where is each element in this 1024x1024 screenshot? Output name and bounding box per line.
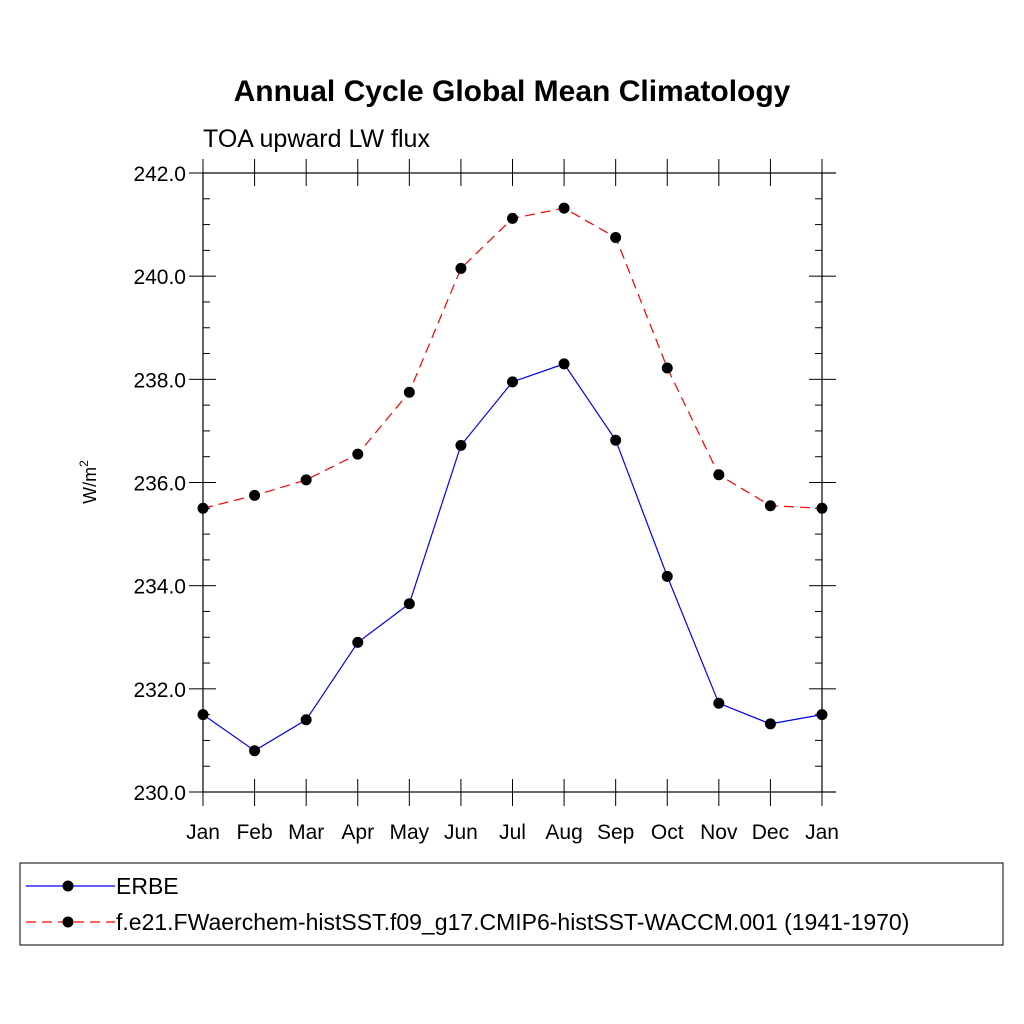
x-tick-label: Oct bbox=[651, 821, 684, 844]
x-tick-label: Jan bbox=[186, 821, 220, 844]
series-1-marker bbox=[816, 709, 828, 721]
series-2-marker bbox=[610, 231, 622, 243]
x-tick-label: Aug bbox=[545, 821, 582, 844]
chart-subtitle: TOA upward LW flux bbox=[203, 125, 430, 153]
series-2-marker bbox=[558, 202, 570, 214]
x-tick-label: Jun bbox=[444, 821, 478, 844]
series-1-marker bbox=[558, 358, 570, 370]
series-1-marker bbox=[764, 718, 776, 730]
series-1-marker bbox=[455, 439, 467, 451]
series-1-marker bbox=[610, 434, 622, 446]
series-1-marker bbox=[249, 745, 261, 757]
series-2-marker bbox=[816, 502, 828, 514]
x-tick-label: Mar bbox=[288, 821, 324, 844]
x-tick-label: Feb bbox=[236, 821, 272, 844]
series-2-marker bbox=[249, 489, 261, 501]
legend-box bbox=[19, 862, 1004, 946]
series-1-marker bbox=[713, 697, 725, 709]
series-line-1 bbox=[202, 363, 823, 752]
x-tick-label: Jul bbox=[499, 821, 526, 844]
series-markers bbox=[197, 202, 828, 757]
series-2-marker bbox=[197, 502, 209, 514]
x-tick-label: Nov bbox=[700, 821, 738, 844]
x-tick-label: Dec bbox=[752, 821, 789, 844]
series-1-marker bbox=[352, 636, 364, 648]
axis-tick-labels: 230.0 232.0 234.0 236.0 238.0 240.0 242.0 Jan Fe… bbox=[133, 163, 838, 844]
legend-marker-1 bbox=[62, 880, 74, 892]
x-tick-label: Jan bbox=[805, 821, 839, 844]
y-tick-label: 236.0 bbox=[133, 473, 186, 496]
series-2-marker bbox=[713, 469, 725, 481]
series-2-marker bbox=[403, 386, 415, 398]
series-1-marker bbox=[197, 709, 209, 721]
series-line-2 bbox=[202, 207, 823, 509]
x-tick-label: Apr bbox=[341, 821, 374, 844]
x-tick-label: May bbox=[389, 821, 429, 844]
y-tick-label: 240.0 bbox=[133, 266, 186, 289]
chart-title: Annual Cycle Global Mean Climatology bbox=[234, 75, 791, 108]
y-tick-label: 238.0 bbox=[133, 369, 186, 392]
y-axis-label: W/m2 bbox=[77, 460, 100, 504]
series-1-marker bbox=[661, 570, 673, 582]
series-2-marker bbox=[764, 500, 776, 512]
y-tick-label: 232.0 bbox=[133, 679, 186, 702]
legend: ERBE f.e21.FWaerchem-histSST.f09_g17.CMIP… bbox=[26, 873, 909, 935]
series-lines bbox=[202, 207, 823, 752]
series-2-marker bbox=[352, 448, 364, 460]
y-tick-label: 230.0 bbox=[133, 782, 186, 805]
series-1-marker bbox=[300, 714, 312, 726]
legend-marker-2 bbox=[62, 916, 74, 928]
series-2-marker bbox=[300, 474, 312, 486]
y-tick-label: 234.0 bbox=[133, 576, 186, 599]
series-1-marker bbox=[507, 376, 518, 388]
series-2-marker bbox=[455, 262, 467, 274]
legend-label-1: ERBE bbox=[116, 873, 179, 899]
legend-label-2: f.e21.FWaerchem-histSST.f09_g17.CMIP6-hi… bbox=[116, 909, 909, 935]
y-tick-label: 242.0 bbox=[133, 163, 186, 186]
series-2-marker bbox=[507, 212, 518, 224]
series-2-marker bbox=[661, 362, 673, 374]
axis-ticks bbox=[189, 159, 836, 806]
x-tick-label: Sep bbox=[597, 821, 634, 844]
series-1-marker bbox=[403, 598, 415, 610]
